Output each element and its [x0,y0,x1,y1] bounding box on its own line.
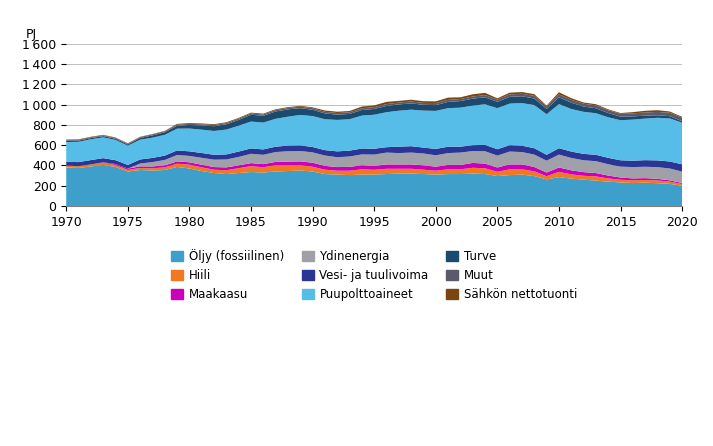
Text: PJ: PJ [26,28,37,41]
Legend: Öljy (fossiilinen), Hiili, Maakaasu, Ydinenergia, Vesi- ja tuulivoima, Puupoltto: Öljy (fossiilinen), Hiili, Maakaasu, Ydi… [166,244,582,306]
